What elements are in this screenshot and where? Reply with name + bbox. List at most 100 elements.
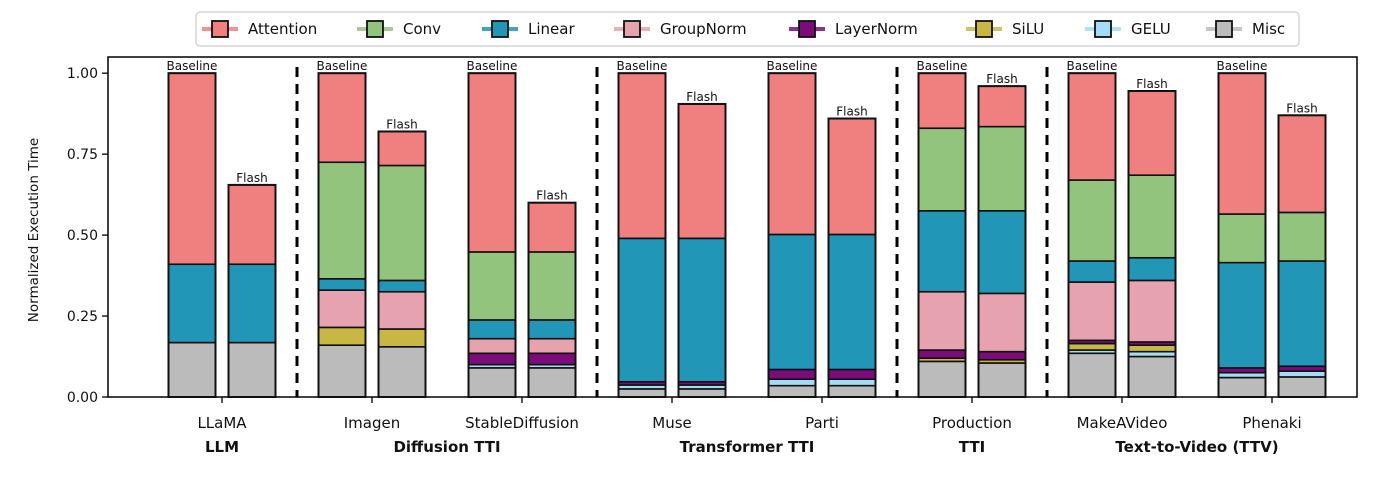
legend-label-linear: Linear [528,20,575,38]
x-tick-label-makeavideo: MakeAVideo [1077,414,1168,432]
group-label-transformer-tti: Transformer TTI [680,438,815,456]
legend-swatch-groupnorm [623,20,641,38]
bar-segment-phenaki-baseline-linear [1217,261,1267,369]
bar-segment-production-baseline-groupnorm [917,290,967,351]
bar-segment-imagen-flash-linear [377,279,427,293]
bar-segment-stablediffusion-baseline-misc [467,367,517,398]
group-label-text-to-video-ttv: Text-to-Video (TTV) [1115,438,1278,456]
bar-segment-stablediffusion-flash-attention [527,201,577,253]
legend-item-linear: Linear [482,20,575,38]
y-tick-label: 0.25 [67,309,98,325]
bar-segment-phenaki-flash-misc [1277,376,1327,398]
bar-tag-phenaki-baseline: Baseline [1217,59,1268,73]
bar-segment-production-baseline-conv [917,127,967,212]
bar-segment-llama-baseline-attention [167,72,217,266]
bar-outline-muse-flash [677,102,727,398]
x-tick-label-imagen: Imagen [344,414,400,432]
bar-segment-makeavideo-flash-groupnorm [1127,279,1177,343]
bar-segment-muse-flash-misc [677,388,727,398]
legend-item-groupnorm: GroupNorm [614,20,747,38]
bar-tag-imagen-flash: Flash [386,117,417,131]
bar-segment-parti-baseline-linear [767,233,817,371]
bar-segment-stablediffusion-baseline-groupnorm [467,337,517,355]
bar-segment-imagen-baseline-attention [317,72,367,164]
bar-tag-parti-flash: Flash [836,105,867,119]
legend-label-attention: Attention [248,20,317,38]
bar-segment-stablediffusion-baseline-attention [467,72,517,253]
legend-swatch-linear [491,20,509,38]
bar-segment-makeavideo-baseline-silu [1067,342,1117,351]
legend-item-attention: Attention [202,20,317,38]
legend-swatch-attention [211,20,229,38]
bar-outline-phenaki-baseline [1217,72,1267,398]
legend-item-gelu: GELU [1085,20,1171,38]
bar-tag-muse-flash: Flash [686,90,717,104]
bar-segment-llama-baseline-linear [167,263,217,344]
bar-segment-imagen-flash-conv [377,164,427,282]
y-tick-label: 1.00 [67,66,98,82]
bar-segment-parti-baseline-misc [767,384,817,398]
bar-outline-makeavideo-flash [1127,90,1177,398]
bar-outline-production-baseline [917,72,967,398]
bar-segment-muse-flash-attention [677,103,727,240]
bar-segment-makeavideo-flash-linear [1127,256,1177,282]
bar-outline-stablediffusion-flash [527,201,577,398]
bar-segment-parti-flash-attention [827,117,877,236]
bar-tag-stablediffusion-baseline: Baseline [467,59,518,73]
x-tick-label-stablediffusion: StableDiffusion [465,414,579,432]
bar-segment-stablediffusion-baseline-linear [467,319,517,340]
bar-segment-makeavideo-baseline-attention [1067,72,1117,181]
y-tick-label: 0.50 [67,228,98,244]
x-tick-label-production: Production [932,414,1012,432]
bar-tag-makeavideo-baseline: Baseline [1067,59,1118,73]
bar-segment-parti-baseline-gelu [767,378,817,387]
bar-segment-production-baseline-attention [917,72,967,130]
legend: Attention Conv Linear GroupNorm LayerNorm SiL… [195,11,1300,47]
legend-label-groupnorm: GroupNorm [660,20,747,38]
bar-outline-muse-baseline [617,72,667,398]
bar-segment-phenaki-baseline-misc [1217,376,1267,398]
bar-segment-imagen-baseline-misc [317,344,367,398]
bar-segment-phenaki-flash-linear [1277,260,1327,368]
bar-segment-muse-baseline-attention [617,72,667,240]
bar-segment-stablediffusion-flash-linear [527,319,577,340]
plot-area: 0.00 0.25 0.50 0.75 1.00 Baseline Flash LLaMA Ba… [67,56,1358,456]
bar-outline-makeavideo-baseline [1067,72,1117,398]
y-axis-label: Normalized Execution Time [26,138,42,322]
legend-swatch-conv [366,20,384,38]
bar-segment-production-flash-misc [977,362,1027,398]
bar-segment-stablediffusion-flash-conv [527,251,577,321]
bar-segment-llama-flash-misc [227,341,277,398]
legend-item-conv: Conv [357,20,441,38]
bar-segment-makeavideo-flash-silu [1127,344,1177,353]
bar-tag-parti-baseline: Baseline [767,59,818,73]
bar-segment-makeavideo-baseline-groupnorm [1067,281,1117,342]
legend-swatch-misc [1215,20,1233,38]
bar-segment-parti-baseline-attention [767,72,817,236]
x-tick-label-muse: Muse [652,414,692,432]
bar-tag-phenaki-flash: Flash [1286,101,1317,115]
bar-segment-llama-baseline-misc [167,341,217,398]
legend-item-silu: SiLU [966,20,1044,38]
bar-outline-stablediffusion-baseline [467,72,517,398]
bar-segment-production-baseline-linear [917,210,967,293]
legend-swatch-layernorm [798,20,816,38]
bar-tag-makeavideo-flash: Flash [1136,77,1167,91]
bar-tag-muse-baseline: Baseline [617,59,668,73]
bar-segment-parti-flash-linear [827,233,877,371]
legend-label-layernorm: LayerNorm [835,20,918,38]
bar-segment-stablediffusion-baseline-conv [467,251,517,321]
legend-swatch-silu [975,20,993,38]
bar-segment-stablediffusion-flash-layernorm [527,352,577,366]
bar-segment-stablediffusion-flash-groupnorm [527,337,577,355]
bar-segment-llama-flash-linear [227,263,277,344]
bar-tag-stablediffusion-flash: Flash [536,189,567,203]
bar-segment-makeavideo-flash-attention [1127,90,1177,176]
bar-segment-imagen-flash-misc [377,346,427,398]
bar-segment-production-flash-linear [977,210,1027,295]
bar-outline-llama-flash [227,183,277,398]
legend-label-gelu: GELU [1131,20,1171,38]
legend-item-layernorm: LayerNorm [789,20,918,38]
bar-outline-parti-flash [827,117,877,399]
bar-segment-phenaki-flash-attention [1277,114,1327,214]
